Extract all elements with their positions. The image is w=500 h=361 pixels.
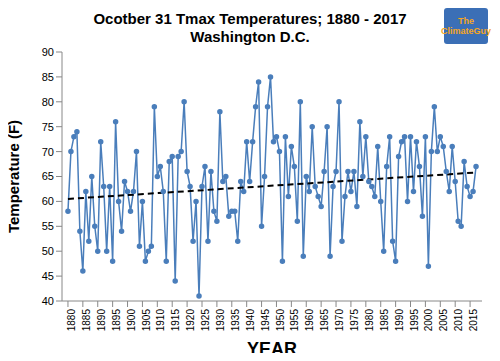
- svg-text:85: 85: [42, 71, 54, 83]
- svg-text:1985: 1985: [379, 309, 390, 332]
- svg-text:45: 45: [42, 270, 54, 282]
- svg-text:1920: 1920: [185, 309, 196, 332]
- svg-text:YEAR: YEAR: [247, 339, 297, 353]
- svg-text:1945: 1945: [260, 309, 271, 332]
- svg-text:1935: 1935: [230, 309, 241, 332]
- svg-text:1880: 1880: [66, 309, 77, 332]
- svg-text:1885: 1885: [81, 309, 92, 332]
- html-text:The ClimateGuy: The ClimateGuy: [441, 16, 491, 36]
- svg-text:50: 50: [42, 245, 54, 257]
- svg-text:2010: 2010: [453, 309, 464, 332]
- svg-text:2005: 2005: [438, 309, 449, 332]
- svg-text:1965: 1965: [319, 309, 330, 332]
- svg-text:40: 40: [42, 295, 54, 307]
- svg-text:1960: 1960: [304, 309, 315, 332]
- svg-text:1990: 1990: [394, 309, 405, 332]
- svg-text:Temperature (F): Temperature (F): [8, 120, 22, 233]
- svg-text:90: 90: [42, 46, 54, 58]
- svg-text:2015: 2015: [468, 309, 479, 332]
- svg-text:1975: 1975: [349, 309, 360, 332]
- svg-text:70: 70: [42, 146, 54, 158]
- svg-text:1890: 1890: [96, 309, 107, 332]
- html-text:Ocotber 31 Tmax Temperatures;: Ocotber 31 Tmax Temperatures; 1880 - 201…: [93, 10, 407, 27]
- svg-text:1980: 1980: [364, 309, 375, 332]
- svg-text:1895: 1895: [111, 309, 122, 332]
- svg-text:1970: 1970: [334, 309, 345, 332]
- svg-text:1910: 1910: [155, 309, 166, 332]
- svg-text:60: 60: [42, 195, 54, 207]
- svg-text:1930: 1930: [215, 309, 226, 332]
- svg-text:1925: 1925: [200, 309, 211, 332]
- svg-text:1955: 1955: [289, 309, 300, 332]
- svg-text:55: 55: [42, 220, 54, 232]
- svg-text:1915: 1915: [170, 309, 181, 332]
- svg-text:2000: 2000: [424, 309, 435, 332]
- svg-text:1950: 1950: [275, 309, 286, 332]
- html-text:Washington D.C.: Washington D.C.: [190, 28, 310, 45]
- svg-text:1900: 1900: [126, 309, 137, 332]
- svg-text:65: 65: [42, 170, 54, 182]
- svg-text:80: 80: [42, 96, 54, 108]
- svg-text:1905: 1905: [141, 309, 152, 332]
- svg-text:1995: 1995: [409, 309, 420, 332]
- svg-text:75: 75: [42, 121, 54, 133]
- svg-text:1940: 1940: [245, 309, 256, 332]
